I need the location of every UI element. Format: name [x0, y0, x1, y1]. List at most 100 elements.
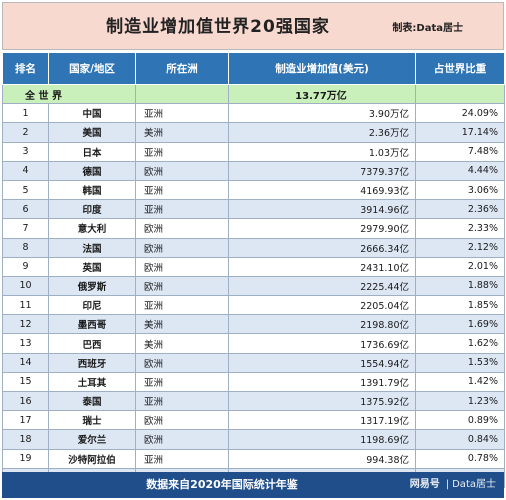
country-cell: 瑞士	[48, 410, 136, 431]
world-share-cell	[415, 83, 505, 105]
header-rank: 排名	[2, 52, 49, 85]
table-row: 10 俄罗斯 欧洲 2225.44亿 1.88%	[2, 275, 505, 297]
continent-cell: 亚洲	[135, 103, 229, 124]
country-cell: 韩国	[48, 179, 136, 201]
title-banner: 制造业增加值世界20强国家 制表:Data居士	[2, 2, 504, 50]
share-cell: 1.23%	[415, 390, 505, 412]
rank-cell: 13	[2, 333, 49, 354]
ranking-table: 排名 国家/地区 所在洲 制造业增加值(美元) 占世界比重 全 世 界 13.7…	[2, 52, 505, 488]
value-cell: 2.36万亿	[228, 122, 416, 143]
world-total-row: 全 世 界 13.77万亿	[2, 83, 505, 105]
continent-cell: 欧洲	[135, 410, 229, 431]
continent-cell: 欧洲	[135, 218, 229, 239]
continent-cell: 欧洲	[135, 160, 229, 181]
table-header-row: 排名 国家/地区 所在洲 制造业增加值(美元) 占世界比重	[2, 52, 505, 85]
watermark-separator: |	[445, 479, 450, 490]
continent-cell: 欧洲	[135, 429, 229, 450]
rank-cell: 2	[2, 122, 49, 143]
share-cell: 0.78%	[415, 448, 505, 469]
rank-cell: 14	[2, 352, 49, 373]
share-cell: 2.01%	[415, 256, 505, 277]
value-cell: 3.90万亿	[228, 103, 416, 124]
share-cell: 1.62%	[415, 333, 505, 354]
table-row: 6 印度 亚洲 3914.96亿 2.36%	[2, 199, 505, 220]
rank-cell: 10	[2, 275, 49, 297]
value-cell: 7379.37亿	[228, 160, 416, 181]
world-label: 全 世 界	[2, 83, 136, 105]
continent-cell: 欧洲	[135, 256, 229, 277]
rank-cell: 3	[2, 141, 49, 162]
country-cell: 英国	[48, 256, 136, 277]
header-country: 国家/地区	[48, 52, 136, 85]
continent-cell: 美洲	[135, 314, 229, 335]
country-cell: 中国	[48, 103, 136, 124]
value-cell: 1317.19亿	[228, 410, 416, 431]
value-cell: 1554.94亿	[228, 352, 416, 373]
value-cell: 2666.34亿	[228, 237, 416, 258]
value-cell: 1.03万亿	[228, 141, 416, 162]
share-cell: 3.06%	[415, 179, 505, 201]
table-row: 14 西班牙 欧洲 1554.94亿 1.53%	[2, 352, 505, 373]
value-cell: 1198.69亿	[228, 429, 416, 450]
watermark-name: Data居士	[452, 479, 496, 490]
share-cell: 7.48%	[415, 141, 505, 162]
data-source: 数据来自2020年国际统计年鉴	[146, 478, 298, 491]
table-row: 16 泰国 亚洲 1375.92亿 1.23%	[2, 390, 505, 412]
value-cell: 3914.96亿	[228, 199, 416, 220]
rank-cell: 15	[2, 371, 49, 393]
rank-cell: 18	[2, 429, 49, 450]
table-row: 15 土耳其 亚洲 1391.79亿 1.42%	[2, 371, 505, 393]
continent-cell: 亚洲	[135, 179, 229, 201]
country-cell: 意大利	[48, 218, 136, 239]
table-row: 1 中国 亚洲 3.90万亿 24.09%	[2, 103, 505, 124]
share-cell: 0.84%	[415, 429, 505, 450]
continent-cell: 亚洲	[135, 199, 229, 220]
watermark: 网易号 | Data居士	[410, 472, 496, 498]
table-row: 7 意大利 欧洲 2979.90亿 2.33%	[2, 218, 505, 239]
share-cell: 24.09%	[415, 103, 505, 124]
table-row: 19 沙特阿拉伯 亚洲 994.38亿 0.78%	[2, 448, 505, 469]
continent-cell: 美洲	[135, 122, 229, 143]
table-row: 17 瑞士 欧洲 1317.19亿 0.89%	[2, 410, 505, 431]
table-row: 18 爱尔兰 欧洲 1198.69亿 0.84%	[2, 429, 505, 450]
country-cell: 泰国	[48, 390, 136, 412]
country-cell: 墨西哥	[48, 314, 136, 335]
rank-cell: 17	[2, 410, 49, 431]
share-cell: 0.89%	[415, 410, 505, 431]
rank-cell: 12	[2, 314, 49, 335]
rank-cell: 7	[2, 218, 49, 239]
rank-cell: 11	[2, 295, 49, 316]
rank-cell: 8	[2, 237, 49, 258]
value-cell: 2198.80亿	[228, 314, 416, 335]
table-row: 5 韩国 亚洲 4169.93亿 3.06%	[2, 179, 505, 201]
value-cell: 2979.90亿	[228, 218, 416, 239]
rank-cell: 16	[2, 390, 49, 412]
table-row: 3 日本 亚洲 1.03万亿 7.48%	[2, 141, 505, 162]
country-cell: 法国	[48, 237, 136, 258]
table-row: 9 英国 欧洲 2431.10亿 2.01%	[2, 256, 505, 277]
country-cell: 沙特阿拉伯	[48, 448, 136, 469]
share-cell: 1.69%	[415, 314, 505, 335]
rank-cell: 9	[2, 256, 49, 277]
continent-cell: 亚洲	[135, 141, 229, 162]
continent-cell: 亚洲	[135, 448, 229, 469]
continent-cell: 亚洲	[135, 295, 229, 316]
page-title: 制造业增加值世界20强国家	[106, 17, 330, 37]
country-cell: 日本	[48, 141, 136, 162]
share-cell: 17.14%	[415, 122, 505, 143]
world-value: 13.77万亿	[228, 83, 416, 105]
country-cell: 土耳其	[48, 371, 136, 393]
table-row: 8 法国 欧洲 2666.34亿 2.12%	[2, 237, 505, 258]
value-cell: 1391.79亿	[228, 371, 416, 393]
table-row: 11 印尼 亚洲 2205.04亿 1.85%	[2, 295, 505, 316]
country-cell: 印尼	[48, 295, 136, 316]
continent-cell: 亚洲	[135, 390, 229, 412]
table-row: 12 墨西哥 美洲 2198.80亿 1.69%	[2, 314, 505, 335]
table-row: 2 美国 美洲 2.36万亿 17.14%	[2, 122, 505, 143]
share-cell: 1.53%	[415, 352, 505, 373]
value-cell: 4169.93亿	[228, 179, 416, 201]
share-cell: 1.42%	[415, 371, 505, 393]
share-cell: 4.44%	[415, 160, 505, 181]
country-cell: 俄罗斯	[48, 275, 136, 297]
